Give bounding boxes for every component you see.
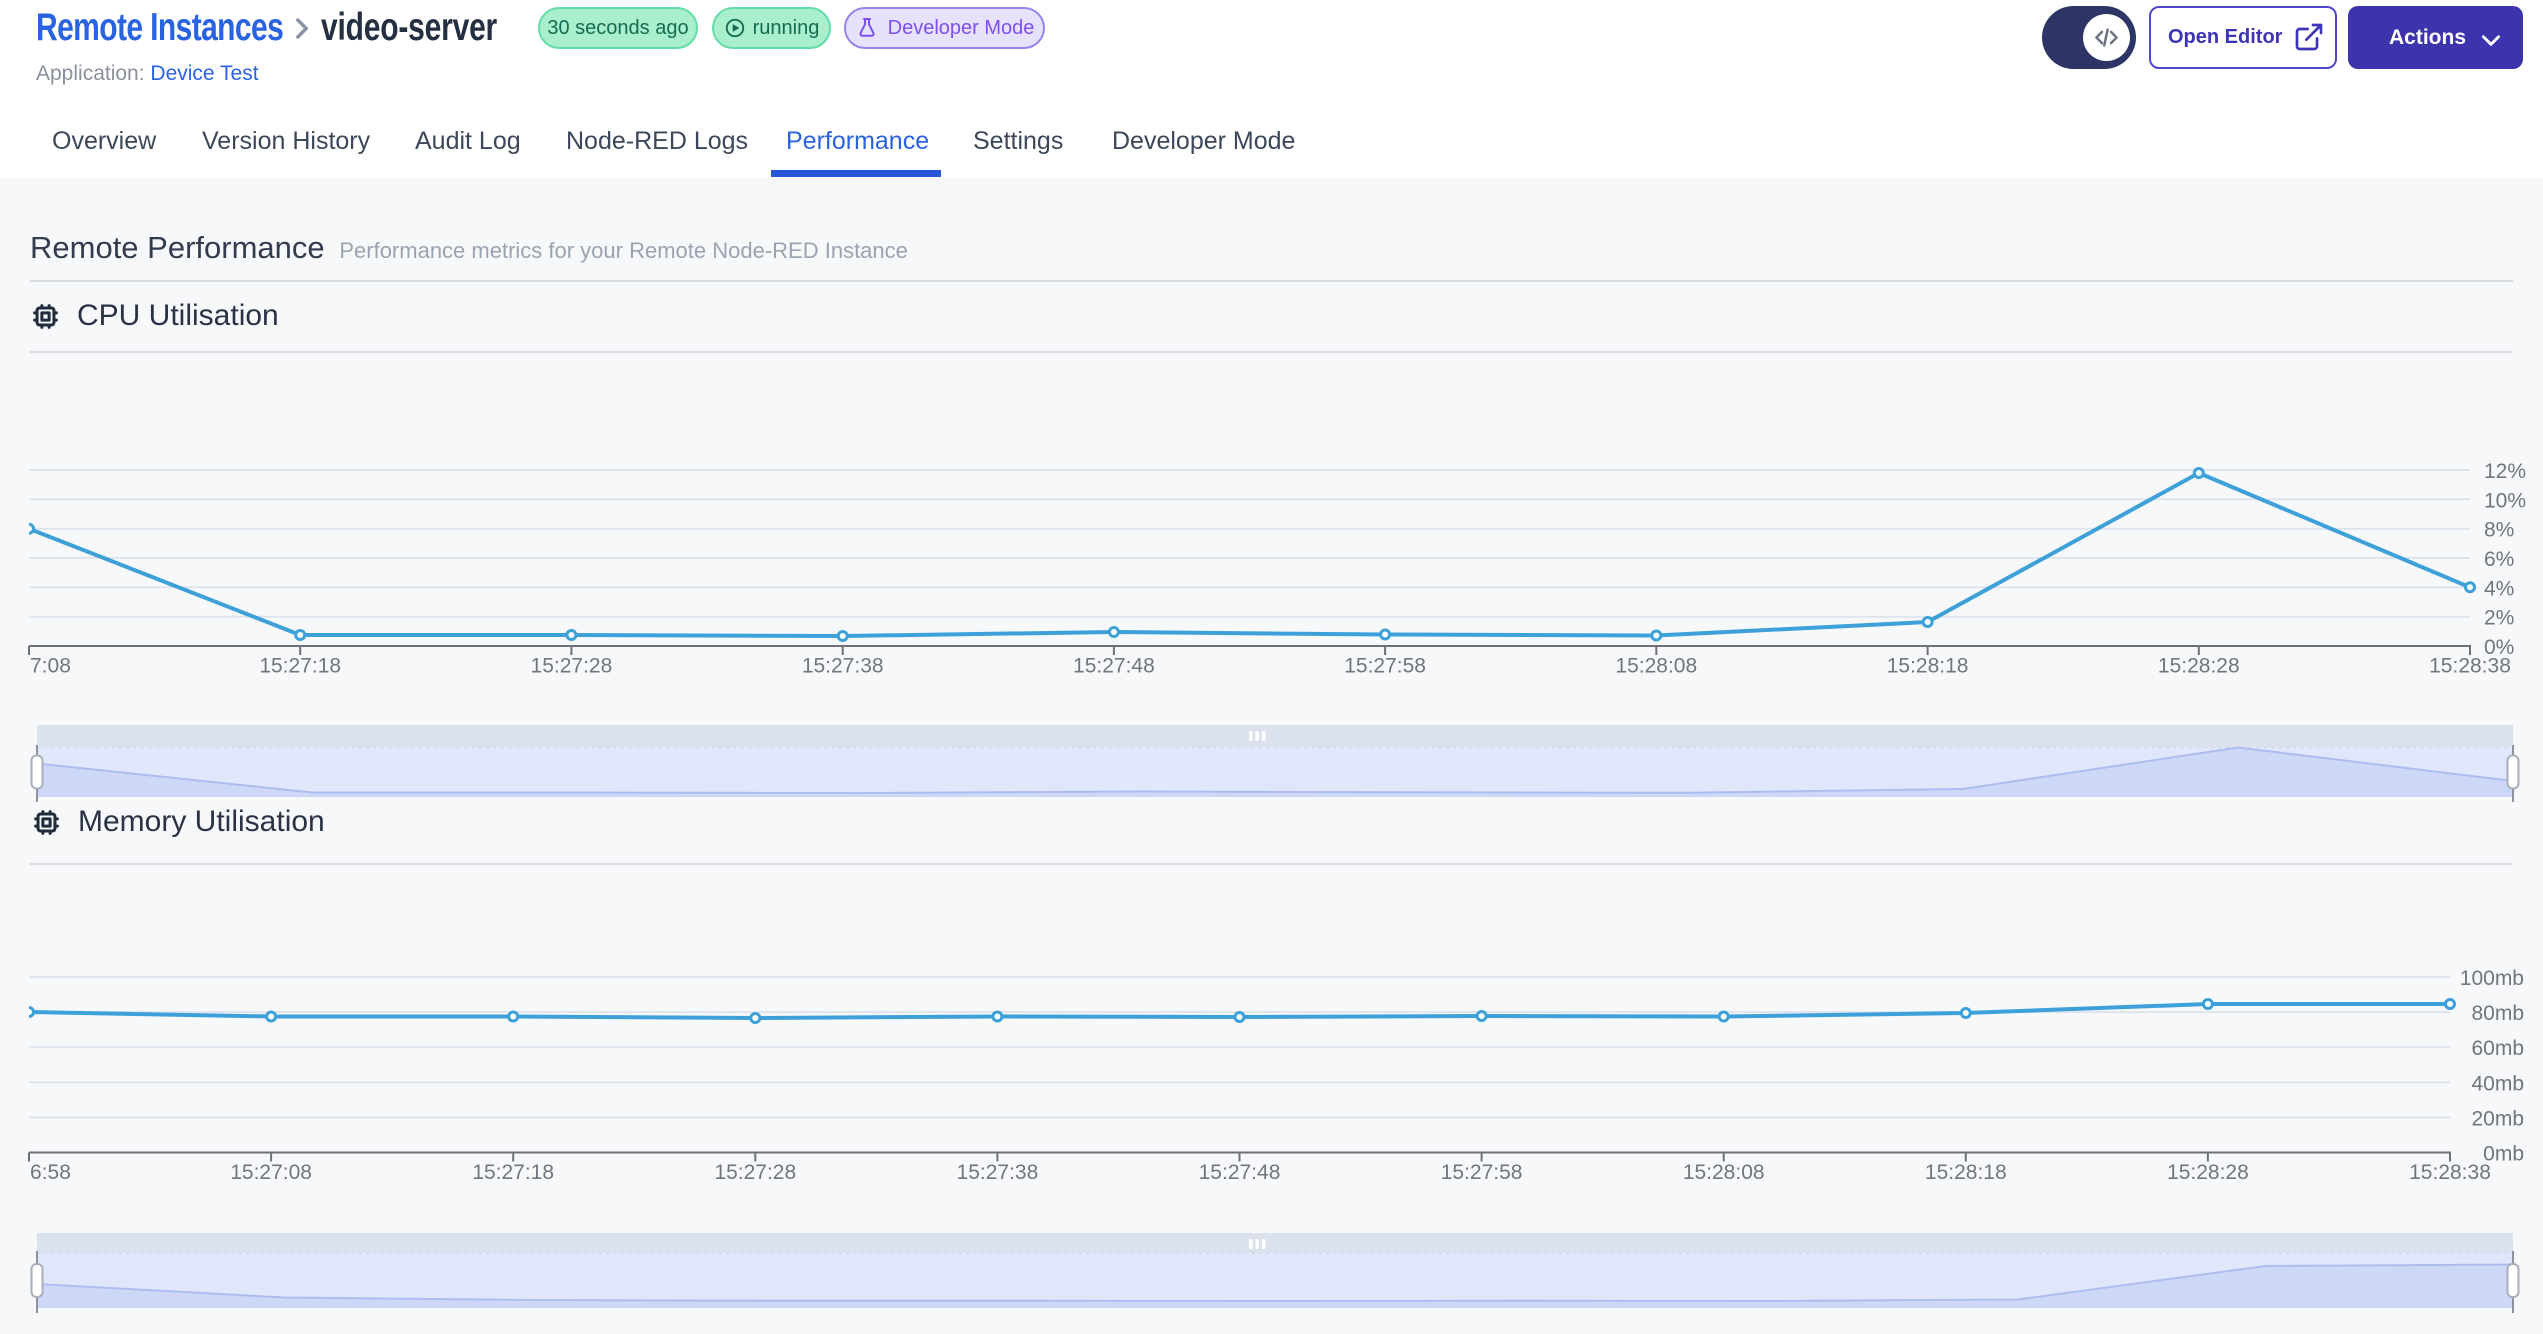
svg-text:15:28:38: 15:28:38 <box>2429 654 2511 677</box>
svg-text:15:28:08: 15:28:08 <box>1615 654 1697 677</box>
svg-text:15:27:08: 15:27:08 <box>230 1161 312 1184</box>
svg-text:15:27:38: 15:27:38 <box>957 1161 1039 1184</box>
svg-text:15:28:28: 15:28:28 <box>2158 654 2240 677</box>
svg-text:0%: 0% <box>2484 636 2514 659</box>
svg-text:15:27:38: 15:27:38 <box>802 654 884 677</box>
svg-text:15:28:18: 15:28:18 <box>1887 654 1969 677</box>
svg-text:0mb: 0mb <box>2483 1143 2524 1166</box>
svg-text:6%: 6% <box>2484 548 2514 571</box>
svg-text:60mb: 60mb <box>2471 1037 2524 1060</box>
svg-text:15:28:38: 15:28:38 <box>2409 1161 2491 1184</box>
svg-text:15:27:48: 15:27:48 <box>1073 654 1155 677</box>
svg-text:15:27:58: 15:27:58 <box>1344 654 1426 677</box>
svg-text:40mb: 40mb <box>2471 1072 2524 1095</box>
svg-text:15:27:18: 15:27:18 <box>259 654 341 677</box>
svg-text:100mb: 100mb <box>2460 967 2524 990</box>
svg-text:2%: 2% <box>2484 607 2514 630</box>
svg-text:12%: 12% <box>2484 460 2526 483</box>
svg-text:15:27:48: 15:27:48 <box>1199 1161 1281 1184</box>
svg-text:15:27:28: 15:27:28 <box>714 1161 796 1184</box>
svg-text:15:28:08: 15:28:08 <box>1683 1161 1765 1184</box>
svg-text:8%: 8% <box>2484 519 2514 542</box>
svg-text:4%: 4% <box>2484 577 2514 600</box>
svg-text:6:58: 6:58 <box>30 1161 71 1184</box>
svg-text:20mb: 20mb <box>2471 1107 2524 1130</box>
svg-text:15:27:58: 15:27:58 <box>1441 1161 1523 1184</box>
svg-text:10%: 10% <box>2484 489 2526 512</box>
svg-text:15:27:28: 15:27:28 <box>531 654 613 677</box>
svg-text:15:28:28: 15:28:28 <box>2167 1161 2249 1184</box>
svg-text:15:28:18: 15:28:18 <box>1925 1161 2007 1184</box>
svg-text:7:08: 7:08 <box>30 654 71 677</box>
svg-text:80mb: 80mb <box>2471 1002 2524 1025</box>
svg-text:15:27:18: 15:27:18 <box>472 1161 554 1184</box>
